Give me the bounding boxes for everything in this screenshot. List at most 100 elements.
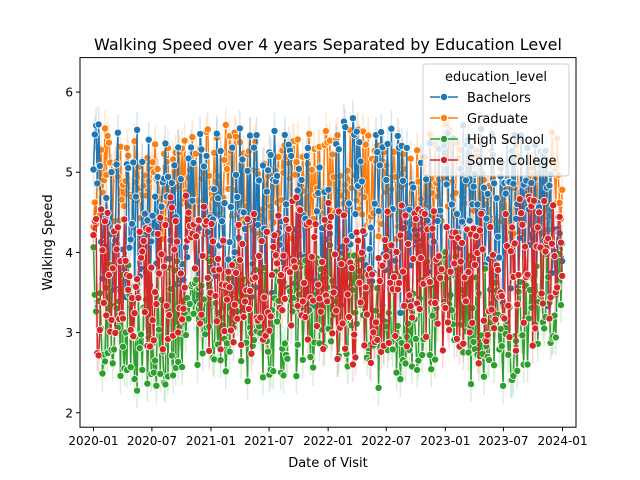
data-point	[490, 324, 499, 333]
y-tick-label: 2	[65, 406, 73, 420]
data-point	[101, 357, 110, 366]
data-point	[212, 317, 221, 326]
data-point	[294, 164, 303, 173]
data-point	[487, 305, 496, 314]
data-point	[551, 333, 560, 342]
data-point	[474, 359, 483, 368]
data-point	[120, 215, 129, 224]
data-point	[374, 232, 383, 241]
data-point	[362, 310, 371, 319]
data-point	[249, 143, 258, 152]
data-point	[210, 185, 219, 194]
data-point	[215, 265, 224, 274]
data-point	[181, 331, 190, 340]
data-point	[285, 268, 294, 277]
data-point	[116, 371, 125, 380]
data-point	[269, 367, 278, 376]
data-point	[229, 338, 238, 347]
data-point	[405, 291, 414, 300]
data-point	[326, 212, 335, 221]
data-point	[180, 283, 189, 292]
data-point	[341, 344, 350, 353]
data-point	[104, 270, 113, 279]
x-tick-label: 2022-01	[303, 434, 353, 448]
data-point	[104, 138, 113, 147]
data-point	[112, 245, 121, 254]
data-point	[108, 359, 117, 368]
data-point	[265, 326, 274, 335]
data-point	[443, 318, 452, 327]
data-point	[323, 297, 332, 306]
data-point	[129, 332, 138, 341]
data-point	[490, 179, 499, 188]
data-point	[107, 168, 116, 177]
data-point	[95, 325, 104, 334]
data-point	[138, 365, 147, 374]
data-point	[108, 264, 117, 273]
data-point	[98, 246, 107, 255]
data-point	[373, 148, 382, 157]
data-point	[392, 368, 401, 377]
data-point	[508, 223, 517, 232]
data-point	[452, 209, 461, 218]
data-point	[328, 150, 337, 159]
data-point	[246, 286, 255, 295]
data-point	[353, 236, 362, 245]
data-point	[280, 339, 289, 348]
data-point	[398, 150, 407, 159]
series-some-college	[89, 177, 567, 383]
data-point	[178, 315, 187, 324]
data-point	[316, 307, 325, 316]
data-point	[157, 202, 166, 211]
data-point	[537, 289, 546, 298]
data-point	[465, 328, 474, 337]
data-point	[518, 331, 527, 340]
data-point	[102, 193, 111, 202]
data-point	[442, 223, 451, 232]
data-point	[133, 275, 142, 284]
data-point	[234, 220, 243, 229]
data-point	[126, 363, 135, 372]
data-point	[375, 161, 384, 170]
data-point	[512, 214, 521, 223]
data-point	[180, 136, 189, 145]
data-point	[465, 216, 474, 225]
data-point	[231, 170, 240, 179]
y-tick-label: 4	[65, 246, 73, 260]
data-point	[251, 273, 260, 282]
data-point	[414, 356, 423, 365]
data-point	[288, 307, 297, 316]
data-point	[199, 162, 208, 171]
data-point	[89, 231, 98, 240]
data-point	[271, 251, 280, 260]
data-point	[196, 129, 205, 138]
data-point	[262, 227, 271, 236]
data-point	[318, 257, 327, 266]
data-point	[483, 330, 492, 339]
data-point	[515, 278, 524, 287]
data-point	[512, 346, 521, 355]
data-point	[199, 202, 208, 211]
data-point	[176, 269, 185, 278]
data-point	[270, 231, 279, 240]
data-point	[216, 345, 225, 354]
data-point	[222, 165, 231, 174]
data-point	[402, 143, 411, 152]
data-point	[188, 196, 197, 205]
data-point	[293, 135, 302, 144]
data-point	[95, 161, 104, 170]
data-point	[434, 252, 443, 261]
data-point	[282, 200, 291, 209]
data-point	[246, 131, 255, 140]
data-point	[193, 360, 202, 369]
legend-frame	[422, 63, 570, 177]
data-point	[445, 325, 454, 334]
data-point	[151, 192, 160, 201]
data-point	[130, 309, 139, 318]
data-point	[314, 189, 323, 198]
data-point	[357, 248, 366, 257]
data-point	[469, 182, 478, 191]
data-point	[231, 268, 240, 277]
data-point	[262, 187, 271, 196]
data-point	[125, 272, 134, 281]
